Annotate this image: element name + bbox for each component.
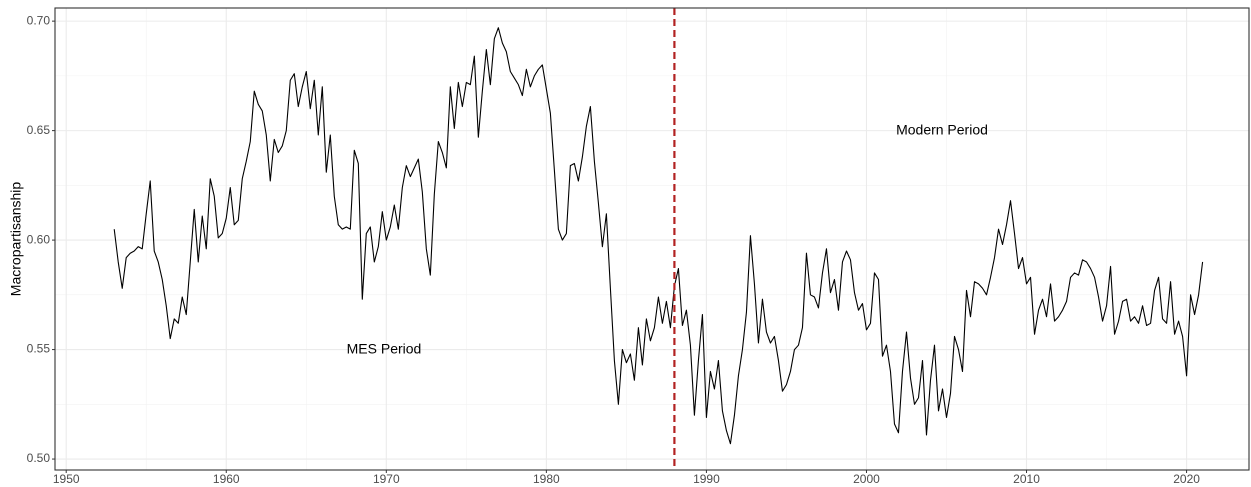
x-tick-label: 1950 [53, 472, 80, 486]
x-tick-label: 2010 [1013, 472, 1040, 486]
plot-border [54, 7, 1250, 471]
y-tick-label: 0.65 [27, 123, 51, 137]
y-tick-label: 0.55 [27, 342, 51, 356]
annotation: MES Period [347, 341, 422, 357]
y-tick-label: 0.70 [27, 13, 51, 27]
x-tick-label: 2020 [1173, 472, 1200, 486]
x-tick-label: 1990 [693, 472, 720, 486]
x-tick-label: 1970 [373, 472, 400, 486]
y-axis-title: Macropartisanship [8, 182, 24, 297]
annotation: Modern Period [896, 122, 988, 138]
x-tick-label: 1980 [533, 472, 560, 486]
x-tick-label: 1960 [213, 472, 240, 486]
y-tick-label: 0.50 [27, 451, 51, 465]
x-tick-label: 2000 [853, 472, 880, 486]
y-tick-label: 0.60 [27, 232, 51, 246]
line [113, 27, 1204, 445]
